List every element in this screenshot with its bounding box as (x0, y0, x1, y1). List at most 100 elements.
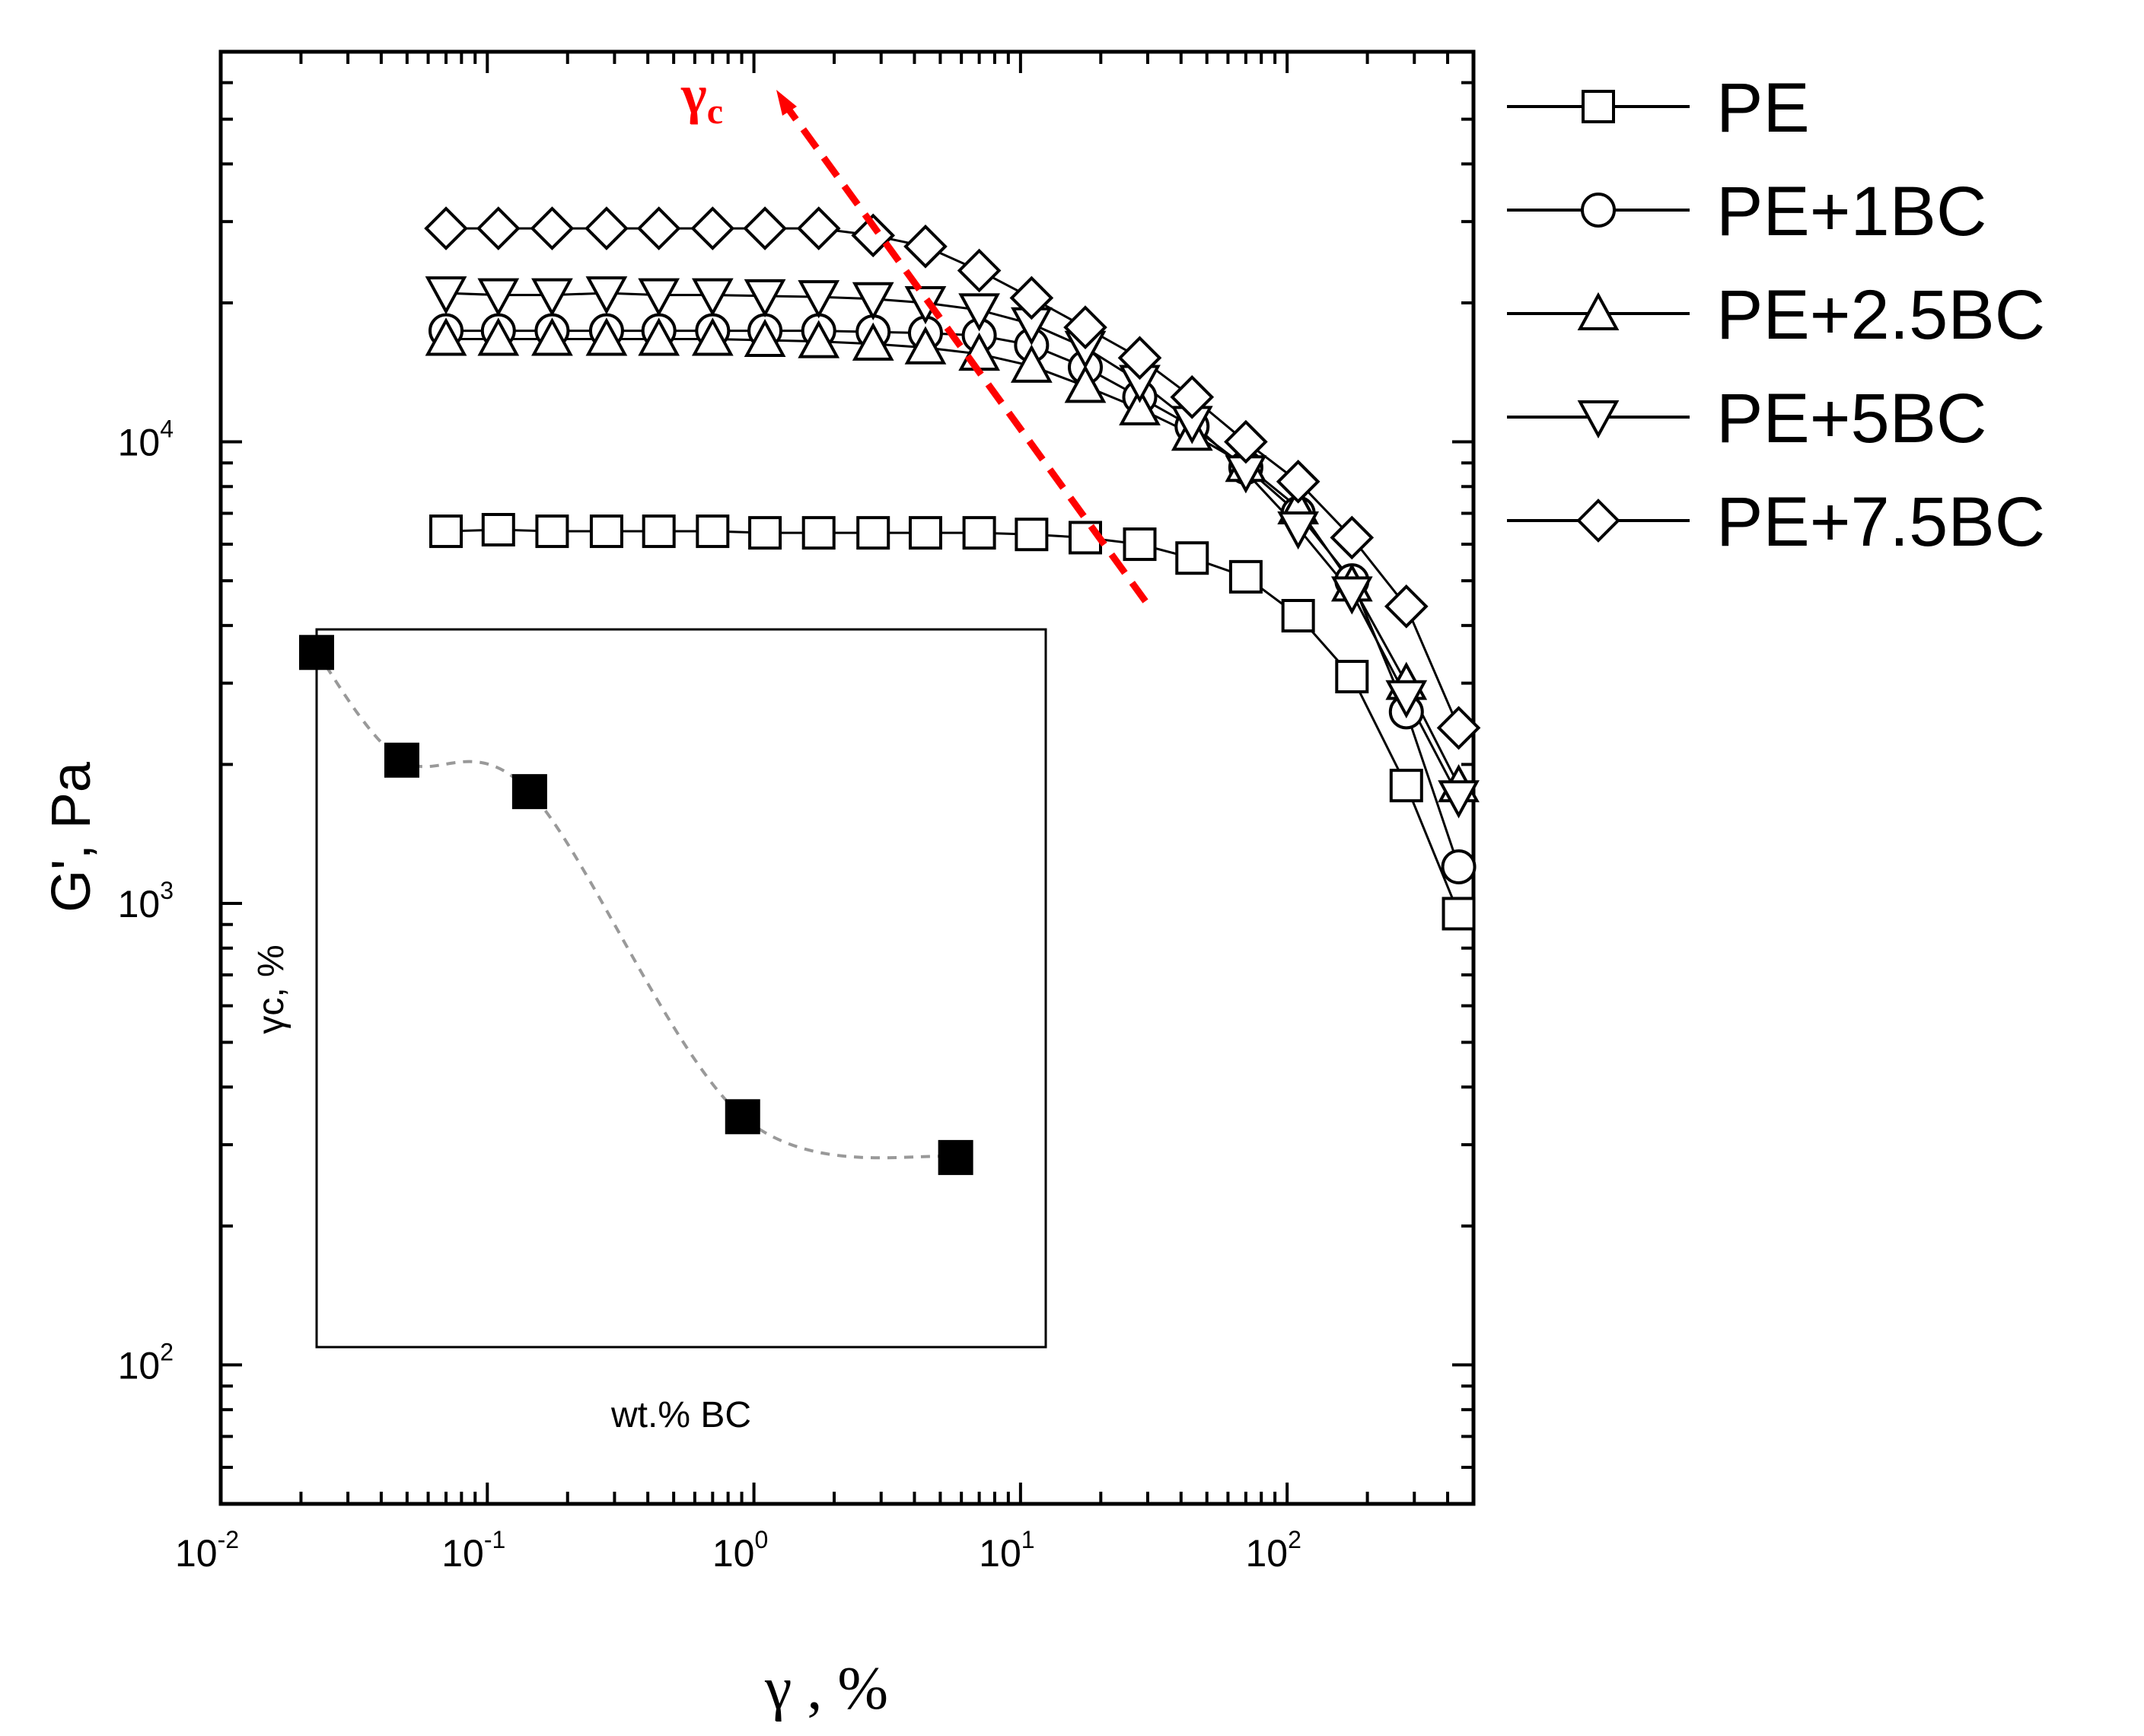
y-tick-label: 104 (118, 416, 174, 464)
data-point (696, 514, 730, 549)
x-tick-label: 101 (979, 1526, 1034, 1575)
data-point (585, 276, 628, 315)
inset-data-point (384, 742, 419, 778)
legend-item-pe-2-5bc: PE+2.5BC (1507, 276, 2045, 354)
data-point (904, 285, 947, 325)
series-pe (429, 513, 1476, 931)
series-pe-5bc (425, 276, 1480, 819)
data-point (477, 278, 520, 317)
data-point (1175, 541, 1209, 575)
series-markers (424, 206, 1481, 931)
data-point (958, 293, 1000, 332)
data-point (531, 317, 573, 356)
x-axis-title: γ , % (764, 1655, 888, 1722)
data-point (796, 206, 841, 250)
data-point (1063, 305, 1107, 349)
data-point (585, 317, 628, 356)
data-point (477, 317, 520, 356)
data-point (1436, 706, 1481, 750)
legend-label: PE+7.5BC (1716, 483, 2045, 561)
legend-label: PE (1716, 69, 1810, 147)
data-point (856, 516, 890, 550)
y-tick-label: 103 (118, 877, 174, 925)
data-point (908, 516, 942, 550)
data-point (801, 516, 836, 550)
inset-y-label-group: γc, % (251, 944, 291, 1034)
data-point (1010, 344, 1053, 383)
legend-item-pe: PE (1507, 69, 1810, 147)
data-point (1064, 365, 1107, 403)
series-pe-7-5bc (424, 206, 1481, 750)
data-point (1228, 559, 1263, 594)
data-point (531, 278, 573, 317)
data-point (690, 206, 735, 250)
data-point (691, 278, 734, 317)
data-point (852, 282, 894, 320)
inset-chart: wt.% BC γc, % (251, 628, 1047, 1435)
data-point (1123, 527, 1157, 562)
inset-data-point (511, 774, 547, 810)
data-point (798, 280, 840, 319)
legend-marker (1582, 90, 1615, 123)
legend-item-pe-5bc: PE+5BC (1507, 380, 1986, 457)
data-point (535, 514, 569, 549)
legend-label: PE+2.5BC (1716, 276, 2045, 354)
inset-y-label: γc, % (251, 944, 291, 1034)
legend-label: PE+5BC (1716, 380, 1986, 457)
data-point (748, 516, 782, 550)
data-point (1276, 459, 1320, 504)
data-point (425, 317, 467, 356)
data-point (904, 326, 947, 365)
legend-marker (1581, 193, 1616, 228)
data-point (638, 317, 680, 356)
data-point (424, 206, 468, 250)
legend-marker (1577, 291, 1620, 330)
legend-marker (1577, 400, 1620, 439)
plot-frame (218, 49, 1476, 1506)
data-point (743, 206, 787, 250)
data-point (530, 206, 575, 250)
x-tick-label: 100 (712, 1526, 768, 1575)
x-tick-label: 10-1 (441, 1526, 505, 1575)
inset-markers (299, 635, 973, 1175)
axis-tick-labels: 10-2 10-1 100 101 102 102 103 104 (118, 416, 1301, 1575)
data-point (1281, 599, 1315, 633)
data-point (1117, 336, 1162, 381)
data-point (636, 206, 681, 250)
data-point (1389, 769, 1423, 803)
y-axis-title-text: G', Pa (41, 761, 102, 913)
data-point (957, 248, 1002, 293)
legend-marker (1576, 499, 1620, 543)
gamma-c-annotation: γc (680, 64, 1148, 604)
x-tick-label: 102 (1245, 1526, 1301, 1575)
data-point (1385, 680, 1428, 718)
gamma-c-label: γc (680, 64, 723, 132)
data-point (1170, 374, 1215, 419)
data-point (1330, 576, 1373, 615)
data-point (638, 278, 680, 317)
data-point (1009, 276, 1054, 320)
inset-data-point (725, 1099, 760, 1135)
data-point (744, 279, 786, 318)
data-point (1015, 518, 1049, 552)
data-point (691, 317, 734, 356)
data-point (903, 225, 948, 269)
y-axis-title: G', Pa (41, 761, 102, 913)
data-point (642, 514, 676, 549)
legend: PE PE+1BC PE+2.5BC PE+5BC PE+7.5BC (1507, 69, 2045, 561)
data-point (429, 514, 464, 549)
inset-frame (315, 628, 1047, 1349)
inset-data-point (299, 635, 334, 671)
data-point (852, 322, 894, 361)
data-point (1119, 387, 1161, 425)
x-axis-title-text: γ , % (764, 1655, 888, 1722)
data-point (1330, 515, 1375, 560)
data-point (1277, 511, 1320, 550)
data-point (1335, 659, 1369, 693)
axis-ticks (219, 50, 1475, 1505)
data-point (851, 213, 896, 258)
data-point (1224, 419, 1268, 464)
data-point (425, 276, 467, 315)
data-point (476, 206, 521, 250)
